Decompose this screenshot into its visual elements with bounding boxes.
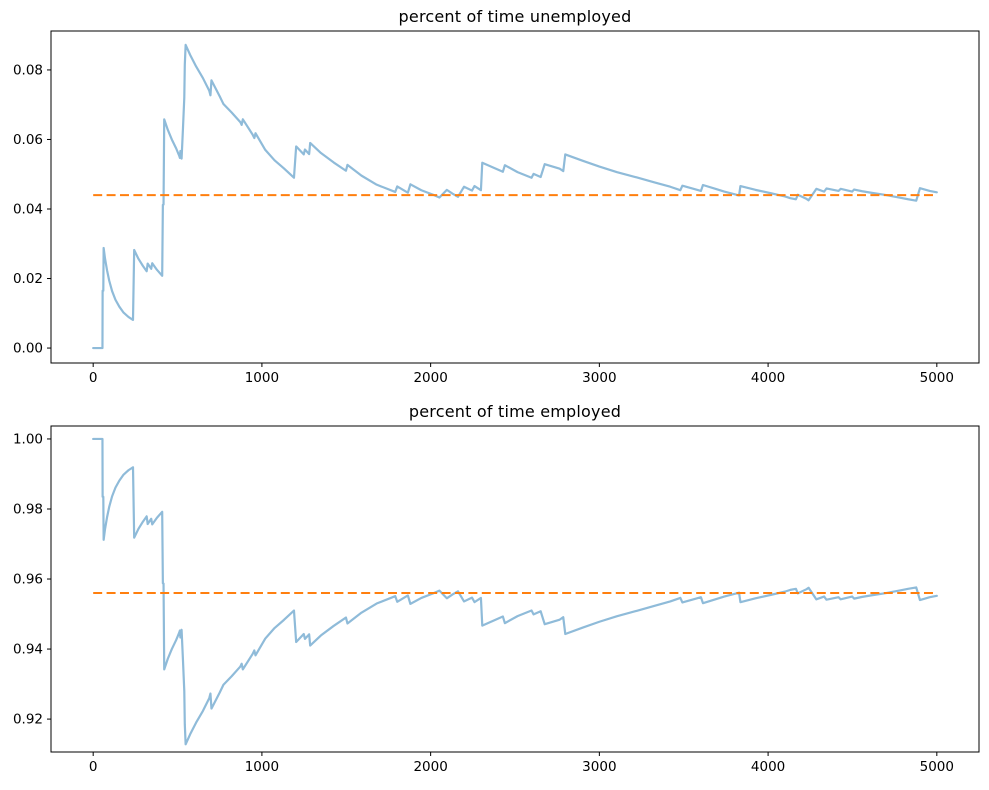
x-tick-label: 0 bbox=[89, 759, 98, 775]
employed-axes: 0 1000 2000 3000 4000 5000 0.92 0.94 0.96 0.98 1.0… bbox=[13, 425, 980, 775]
y-tick-label: 0.94 bbox=[13, 642, 43, 658]
x-tick-label: 1000 bbox=[245, 759, 279, 775]
series-line bbox=[92, 437, 938, 746]
y-tick-label: 0.06 bbox=[13, 132, 43, 148]
x-tick-label: 2000 bbox=[413, 370, 447, 386]
y-tick-label: 1.00 bbox=[13, 431, 43, 447]
x-tick-label: 5000 bbox=[920, 759, 954, 775]
x-tick-label: 3000 bbox=[582, 759, 616, 775]
x-tick-label: 4000 bbox=[751, 370, 785, 386]
x-tick-label: 4000 bbox=[751, 759, 785, 775]
y-tick-label: 0.00 bbox=[13, 341, 43, 357]
series-line bbox=[92, 43, 938, 350]
y-tick-label: 0.02 bbox=[13, 271, 43, 287]
x-tick-label: 2000 bbox=[413, 759, 447, 775]
axes-spines bbox=[50, 30, 980, 364]
x-tick-label: 5000 bbox=[920, 370, 954, 386]
chart-title-employed: percent of time employed bbox=[408, 402, 622, 421]
unemployed-axes: 0 1000 2000 3000 4000 5000 0.00 0.02 0.04 0.06 0.0… bbox=[13, 30, 980, 386]
axes-spines bbox=[50, 425, 980, 753]
y-tick-label: 0.92 bbox=[13, 712, 43, 728]
y-tick-label: 0.04 bbox=[13, 201, 43, 217]
y-tick-label: 0.96 bbox=[13, 572, 43, 588]
y-tick-label: 0.98 bbox=[13, 501, 43, 517]
x-tick-label: 3000 bbox=[582, 370, 616, 386]
x-tick-label: 0 bbox=[89, 370, 98, 386]
x-tick-label: 1000 bbox=[245, 370, 279, 386]
chart-title-unemployed: percent of time unemployed bbox=[398, 7, 632, 26]
y-tick-label: 0.08 bbox=[13, 62, 43, 78]
